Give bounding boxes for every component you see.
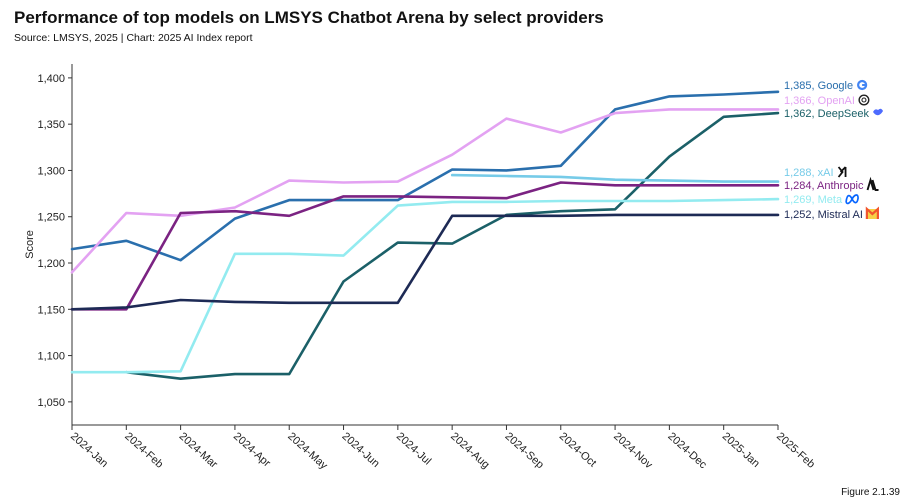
series-line-openai [70, 108, 780, 274]
x-tick-label: 2024-Dec [665, 430, 709, 471]
xai-icon [837, 166, 847, 178]
x-tick-label: 2024-Apr [231, 430, 273, 469]
google-icon-bar [862, 84, 867, 86]
end-label-xai: 1,288, xAI [784, 167, 834, 179]
end-label-meta: 1,269, Meta [784, 194, 843, 206]
figure-label: Figure 2.1.39 [841, 487, 900, 498]
x-tick-label: 2024-May [285, 430, 330, 472]
y-tick-label: 1,350 [37, 119, 65, 131]
y-tick-label: 1,100 [37, 351, 65, 363]
y-tick-label: 1,050 [37, 397, 65, 409]
series-line-deepseek [125, 111, 780, 380]
x-tick-label: 2025-Jan [720, 430, 762, 470]
chart-title: Performance of top models on LMSYS Chatb… [14, 8, 604, 27]
series-line-mistral-ai [70, 213, 780, 311]
end-label-openai: 1,366, OpenAI [784, 95, 855, 107]
end-label-deepseek: 1,362, DeepSeek [784, 108, 870, 120]
chart-series-lines [70, 90, 780, 380]
x-tick-label: 2024-Jun [340, 430, 382, 470]
anthropic-icon [866, 176, 879, 191]
x-tick-label: 2024-Jan [68, 430, 110, 470]
series-line-meta [70, 197, 780, 374]
x-tick-label: 2024-Feb [122, 430, 165, 470]
y-axis-label: Score [24, 230, 36, 259]
series-line-anthropic [70, 181, 780, 311]
x-tick-label: 2024-Oct [557, 430, 599, 469]
openai-icon-inner [861, 97, 867, 103]
x-tick-label: 2024-Jul [394, 430, 433, 467]
chart-subtitle: Source: LMSYS, 2025 | Chart: 2025 AI Ind… [14, 32, 253, 44]
end-label-anthropic: 1,284, Anthropic [784, 180, 864, 192]
y-tick-label: 1,400 [37, 73, 65, 85]
end-label-mistral-ai: 1,252, Mistral AI [784, 209, 863, 221]
mistral-icon-m [865, 206, 879, 219]
meta-icon [845, 194, 859, 205]
series-line-google [70, 90, 780, 262]
x-tick-label: 2024-Nov [611, 430, 655, 471]
x-tick-label: 2024-Sep [502, 430, 545, 471]
y-tick-label: 1,150 [37, 304, 65, 316]
deepseek-icon [873, 108, 884, 116]
end-label-google: 1,385, Google [784, 80, 853, 92]
x-tick-label: 2024-Aug [448, 430, 491, 471]
openai-icon [858, 94, 870, 106]
series-line-xai [450, 173, 780, 183]
y-tick-label: 1,250 [37, 212, 65, 224]
y-tick-label: 1,300 [37, 165, 65, 177]
x-tick-label: 2025-Feb [774, 430, 817, 470]
y-tick-label: 1,200 [37, 258, 65, 270]
x-tick-label: 2024-Mar [177, 430, 220, 471]
